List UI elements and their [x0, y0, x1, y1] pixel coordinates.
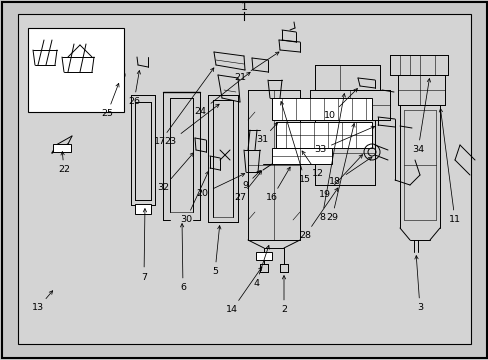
Text: 31: 31: [255, 123, 277, 144]
Text: 14: 14: [225, 267, 262, 315]
Text: 4: 4: [252, 246, 269, 288]
Text: 9: 9: [242, 171, 260, 190]
Text: 6: 6: [180, 224, 185, 292]
Text: 24: 24: [194, 72, 250, 117]
Text: 20: 20: [196, 174, 244, 198]
Text: 32: 32: [157, 153, 193, 193]
Text: 19: 19: [318, 155, 362, 199]
Text: 1: 1: [240, 2, 247, 12]
Text: 8: 8: [318, 94, 345, 222]
Text: 5: 5: [212, 226, 221, 276]
Text: 10: 10: [324, 89, 357, 121]
Text: 30: 30: [180, 171, 208, 225]
Text: 11: 11: [438, 109, 460, 225]
Bar: [271, 148, 331, 164]
Text: 27: 27: [234, 171, 261, 202]
Text: 26: 26: [128, 71, 140, 107]
Text: 17: 17: [154, 68, 213, 147]
Bar: [256, 252, 271, 260]
Text: 29: 29: [325, 123, 354, 222]
Text: 15: 15: [280, 102, 310, 184]
Bar: [53, 144, 71, 152]
Text: 16: 16: [265, 167, 289, 202]
Text: 25: 25: [101, 84, 119, 118]
Text: 12: 12: [302, 151, 324, 179]
Text: 28: 28: [298, 188, 337, 240]
Text: 34: 34: [411, 78, 429, 154]
Text: 23: 23: [163, 104, 219, 147]
Bar: [135, 204, 151, 214]
Bar: [28, 28, 124, 112]
Text: 33: 33: [313, 126, 374, 154]
Bar: [271, 98, 371, 120]
Text: 3: 3: [414, 256, 422, 312]
Text: 22: 22: [58, 152, 70, 175]
Bar: [275, 122, 371, 148]
Text: 2: 2: [281, 276, 286, 315]
Text: 7: 7: [141, 209, 147, 282]
Text: 21: 21: [234, 52, 279, 82]
Text: 13: 13: [32, 291, 53, 312]
Text: 18: 18: [328, 157, 371, 186]
